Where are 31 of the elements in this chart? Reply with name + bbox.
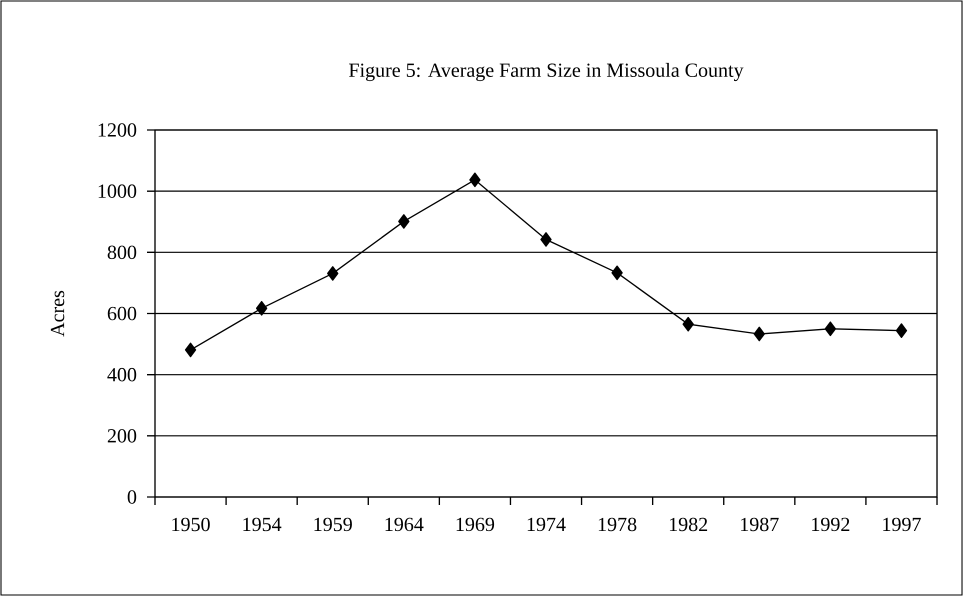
- y-tick-label: 800: [108, 246, 136, 260]
- y-tick-label: 1000: [98, 184, 136, 198]
- point: [327, 266, 338, 281]
- x-tick-label: 1950: [172, 518, 210, 532]
- x-tick-label: 1959: [314, 518, 352, 532]
- y-tick-label: 0: [128, 490, 136, 504]
- x-tick-label: 1964: [386, 518, 424, 532]
- x-tick-label: 1987: [741, 518, 779, 532]
- y-axis-title: Acres: [50, 290, 64, 337]
- point: [754, 326, 765, 342]
- chart-title: Figure 5: Average Farm Size in Missoula County: [349, 62, 744, 82]
- point: [896, 323, 908, 338]
- point: [540, 232, 552, 247]
- x-tick-label: 1982: [670, 518, 708, 532]
- x-tick-label: 1974: [528, 518, 566, 532]
- x-tick-label: 1969: [456, 518, 494, 532]
- y-tick-label: 200: [108, 429, 136, 443]
- y-tick-label: 1200: [98, 123, 136, 137]
- point: [184, 342, 196, 358]
- point: [398, 214, 410, 229]
- x-tick-label: 1978: [598, 518, 636, 532]
- point: [256, 300, 268, 316]
- point: [682, 316, 694, 332]
- y-tick-label: 400: [107, 368, 136, 382]
- point: [611, 265, 623, 280]
- x-tick-label: 1954: [243, 518, 282, 532]
- x-tick-label: 1997: [883, 518, 921, 532]
- x-tick-label: 1992: [812, 518, 850, 532]
- y-tick-label: 600: [108, 306, 136, 320]
- point: [824, 321, 836, 336]
- point: [469, 172, 481, 188]
